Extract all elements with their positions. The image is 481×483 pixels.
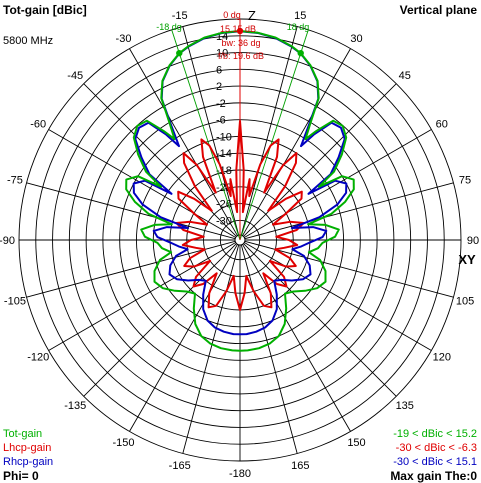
frequency-label: 5800 MHz [3,35,54,47]
radial-label-2: 2 [216,81,222,93]
angle-label-75: 75 [459,175,471,187]
legend-tot-range: -19 < dBic < 15.2 [393,428,477,440]
halfpower-left-label: -18 dg [156,22,182,32]
spoke-300 [48,129,236,238]
halfpower-marker-18 [176,49,183,57]
beamwidth-annotation: bw: 36 dg [221,38,260,48]
angle-label-15: -15 [172,10,188,22]
angle-label-60: -60 [30,119,46,131]
legend-lhcp-range: -30 < dBic < -6.3 [395,442,477,454]
halfpower-right-label: 18 dg [287,22,310,32]
front-back-annotation: f/b: 19.6 dB [218,51,264,61]
spoke-195 [182,244,240,454]
spoke-330 [129,48,238,236]
angle-label-90: -90 [0,235,15,247]
max-gain-marker [236,27,244,35]
angle-label-45: 45 [399,70,411,82]
angle-label-75: -75 [7,175,23,187]
angle-label-165: 165 [291,460,309,472]
angle-label-45: -45 [67,70,83,82]
series-curves [125,30,355,352]
angle-label-180: -180 [229,468,251,480]
radial-label-30: -30 [216,215,232,227]
chart-title: Tot-gain [dBic] [3,3,87,17]
angle-label-150: 150 [347,437,365,449]
radial-label-10: 10 [216,48,228,60]
halfpower-marker-18 [297,49,304,57]
halfpower-line-18 [239,29,309,241]
angle-label-120: -120 [27,352,49,364]
spoke-285 [26,182,236,240]
angle-label-135: 135 [396,400,414,412]
z-axis-label: Z [248,8,256,23]
angle-label-15: 15 [294,10,306,22]
angle-label-120: 120 [433,352,451,364]
legend-rhcp-range: -30 < dBic < 15.1 [393,456,477,468]
radial-label-6: -6 [216,115,226,127]
zero-angle-label: 0 dg [223,10,241,20]
spoke-210 [129,244,238,432]
angle-label-165: -165 [169,460,191,472]
angle-label-30: 30 [350,33,362,45]
phi-label: Phi= 0 [3,469,39,483]
spoke-240 [48,242,236,351]
spoke-105 [244,240,454,298]
radial-label-14: -14 [216,148,232,160]
spoke-165 [240,244,298,454]
legend-tot-name: Tot-gain [3,428,43,440]
series-lhcp-gain [175,119,305,311]
angle-label-105: 105 [456,295,474,307]
spoke-315 [83,83,237,237]
angle-tick-labels: 15 30 45 60 75 90 105 120 135 150 165 -180 -165 -150 -… [0,10,479,480]
spoke-225 [83,243,237,397]
halfpower-line-18 [171,29,241,241]
spoke-135 [243,243,397,397]
angle-label-150: -150 [112,437,134,449]
series-tot-gain [125,30,355,352]
xy-axis-label: XY [458,252,476,267]
angle-label-60: 60 [436,119,448,131]
spoke-45 [243,83,397,237]
legend-lhcp-name: Lhcp-gain [3,442,52,454]
plane-label: Vertical plane [399,3,477,17]
angle-label-90: 90 [467,235,479,247]
spoke-30 [242,48,351,236]
gain-markers [176,27,304,57]
spoke-345 [182,26,240,236]
top-annotations: -18 dg 18 dg 0 dg Z 15.15 dB bw: 36 dg f… [156,8,476,267]
radial-label-2: -2 [216,98,226,110]
spoke-120 [244,242,432,351]
max-gain-footer: Max gain The:0 [390,469,477,483]
angle-label-105: -105 [4,295,26,307]
spoke-255 [26,240,236,298]
angle-label-135: -135 [64,400,86,412]
spoke-150 [242,244,351,432]
spoke-15 [240,26,298,236]
radial-label-10: -10 [216,131,232,143]
radial-label-6: 6 [216,64,222,76]
angle-label-30: -30 [116,33,132,45]
legend-rhcp-name: Rhcp-gain [3,456,54,468]
max-gain-annotation: 15.15 dB [220,24,256,34]
spoke-60 [244,129,432,238]
spoke-75 [244,182,454,240]
